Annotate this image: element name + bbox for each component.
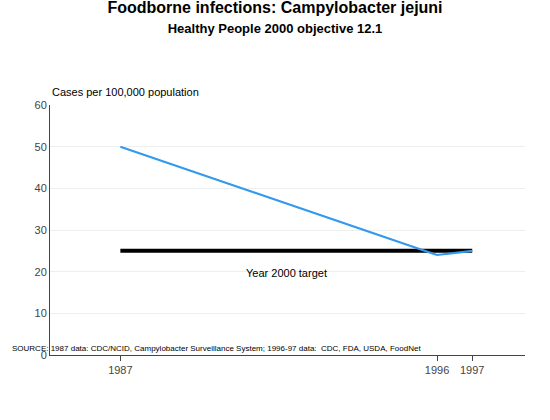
svg-text:1997: 1997 xyxy=(460,364,484,376)
svg-text:40: 40 xyxy=(35,182,47,194)
svg-text:Cases per 100,000 population: Cases per 100,000 population xyxy=(52,86,199,98)
svg-text:20: 20 xyxy=(35,266,47,278)
svg-text:30: 30 xyxy=(35,224,47,236)
svg-text:0: 0 xyxy=(41,349,47,361)
svg-text:10: 10 xyxy=(35,307,47,319)
svg-text:Year 2000 target: Year 2000 target xyxy=(246,267,327,279)
svg-text:SOURCE: 1987 data: CDC/NCID, C: SOURCE: 1987 data: CDC/NCID, Campylobact… xyxy=(12,344,421,353)
svg-text:1987: 1987 xyxy=(108,364,132,376)
svg-text:Foodborne infections: Campylob: Foodborne infections: Campylobacter jeju… xyxy=(107,0,442,36)
svg-text:50: 50 xyxy=(35,141,47,153)
svg-text:1996: 1996 xyxy=(425,364,449,376)
svg-text:60: 60 xyxy=(35,99,47,111)
